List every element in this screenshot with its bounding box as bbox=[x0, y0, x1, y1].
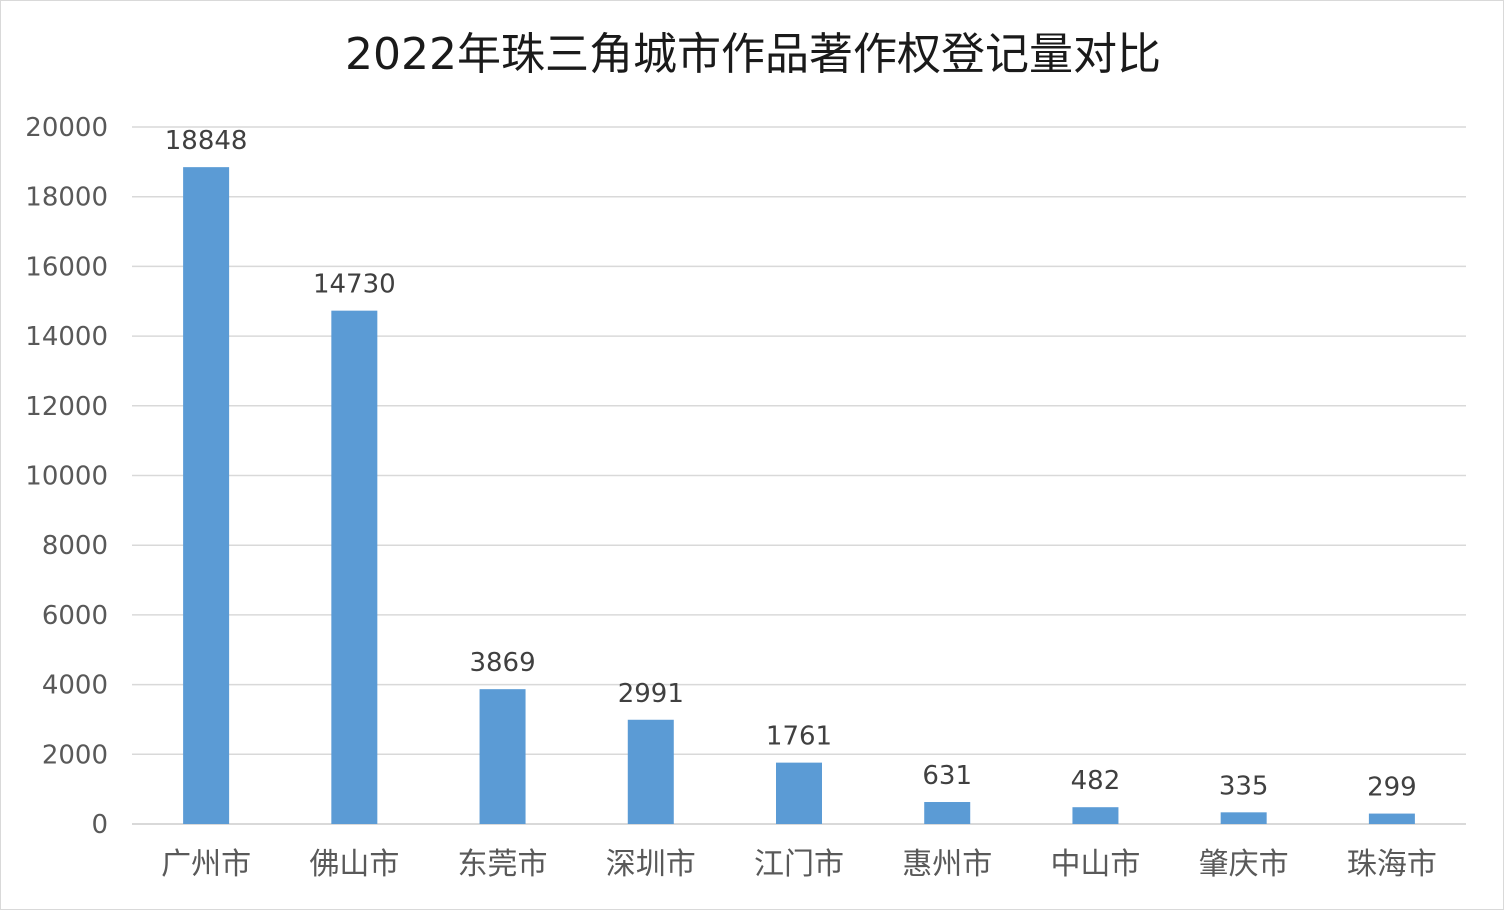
y-tick-label: 10000 bbox=[25, 462, 108, 492]
data-label: 1761 bbox=[766, 722, 832, 752]
y-tick-label: 0 bbox=[91, 810, 108, 840]
y-tick-label: 8000 bbox=[42, 531, 108, 561]
y-tick-label: 18000 bbox=[25, 183, 108, 213]
bar bbox=[1072, 807, 1119, 824]
data-label: 482 bbox=[1071, 766, 1121, 796]
bar bbox=[924, 802, 971, 824]
data-label: 18848 bbox=[165, 126, 248, 156]
bar bbox=[776, 762, 822, 824]
bar bbox=[1220, 812, 1267, 824]
x-tick-label: 深圳市 bbox=[606, 847, 696, 882]
x-tick-label: 江门市 bbox=[754, 847, 844, 882]
y-tick-label: 2000 bbox=[42, 740, 108, 770]
data-label: 3869 bbox=[469, 648, 535, 678]
bar bbox=[479, 689, 526, 824]
x-tick-label: 广州市 bbox=[161, 847, 251, 882]
chart-title: 2022年珠三角城市作品著作权登记量对比 bbox=[345, 29, 1161, 80]
bar bbox=[627, 719, 674, 824]
y-tick-label: 6000 bbox=[42, 601, 108, 631]
bar bbox=[183, 167, 230, 824]
x-tick-label: 惠州市 bbox=[902, 847, 992, 882]
x-tick-label: 东莞市 bbox=[458, 847, 548, 882]
x-tick-label: 佛山市 bbox=[309, 847, 399, 882]
data-label: 631 bbox=[922, 761, 972, 791]
x-tick-label: 珠海市 bbox=[1347, 847, 1437, 882]
data-label: 2991 bbox=[618, 679, 684, 709]
data-label: 299 bbox=[1367, 773, 1417, 803]
x-tick-label: 肇庆市 bbox=[1199, 847, 1289, 882]
y-tick-label: 20000 bbox=[25, 113, 108, 143]
bar bbox=[331, 310, 378, 824]
bar bbox=[1368, 813, 1415, 824]
data-label: 14730 bbox=[313, 270, 396, 300]
y-tick-label: 4000 bbox=[42, 671, 108, 701]
data-label: 335 bbox=[1219, 771, 1269, 801]
y-tick-label: 16000 bbox=[25, 252, 108, 282]
y-tick-label: 12000 bbox=[25, 392, 108, 422]
y-tick-label: 14000 bbox=[25, 322, 108, 352]
x-tick-label: 中山市 bbox=[1050, 847, 1140, 882]
